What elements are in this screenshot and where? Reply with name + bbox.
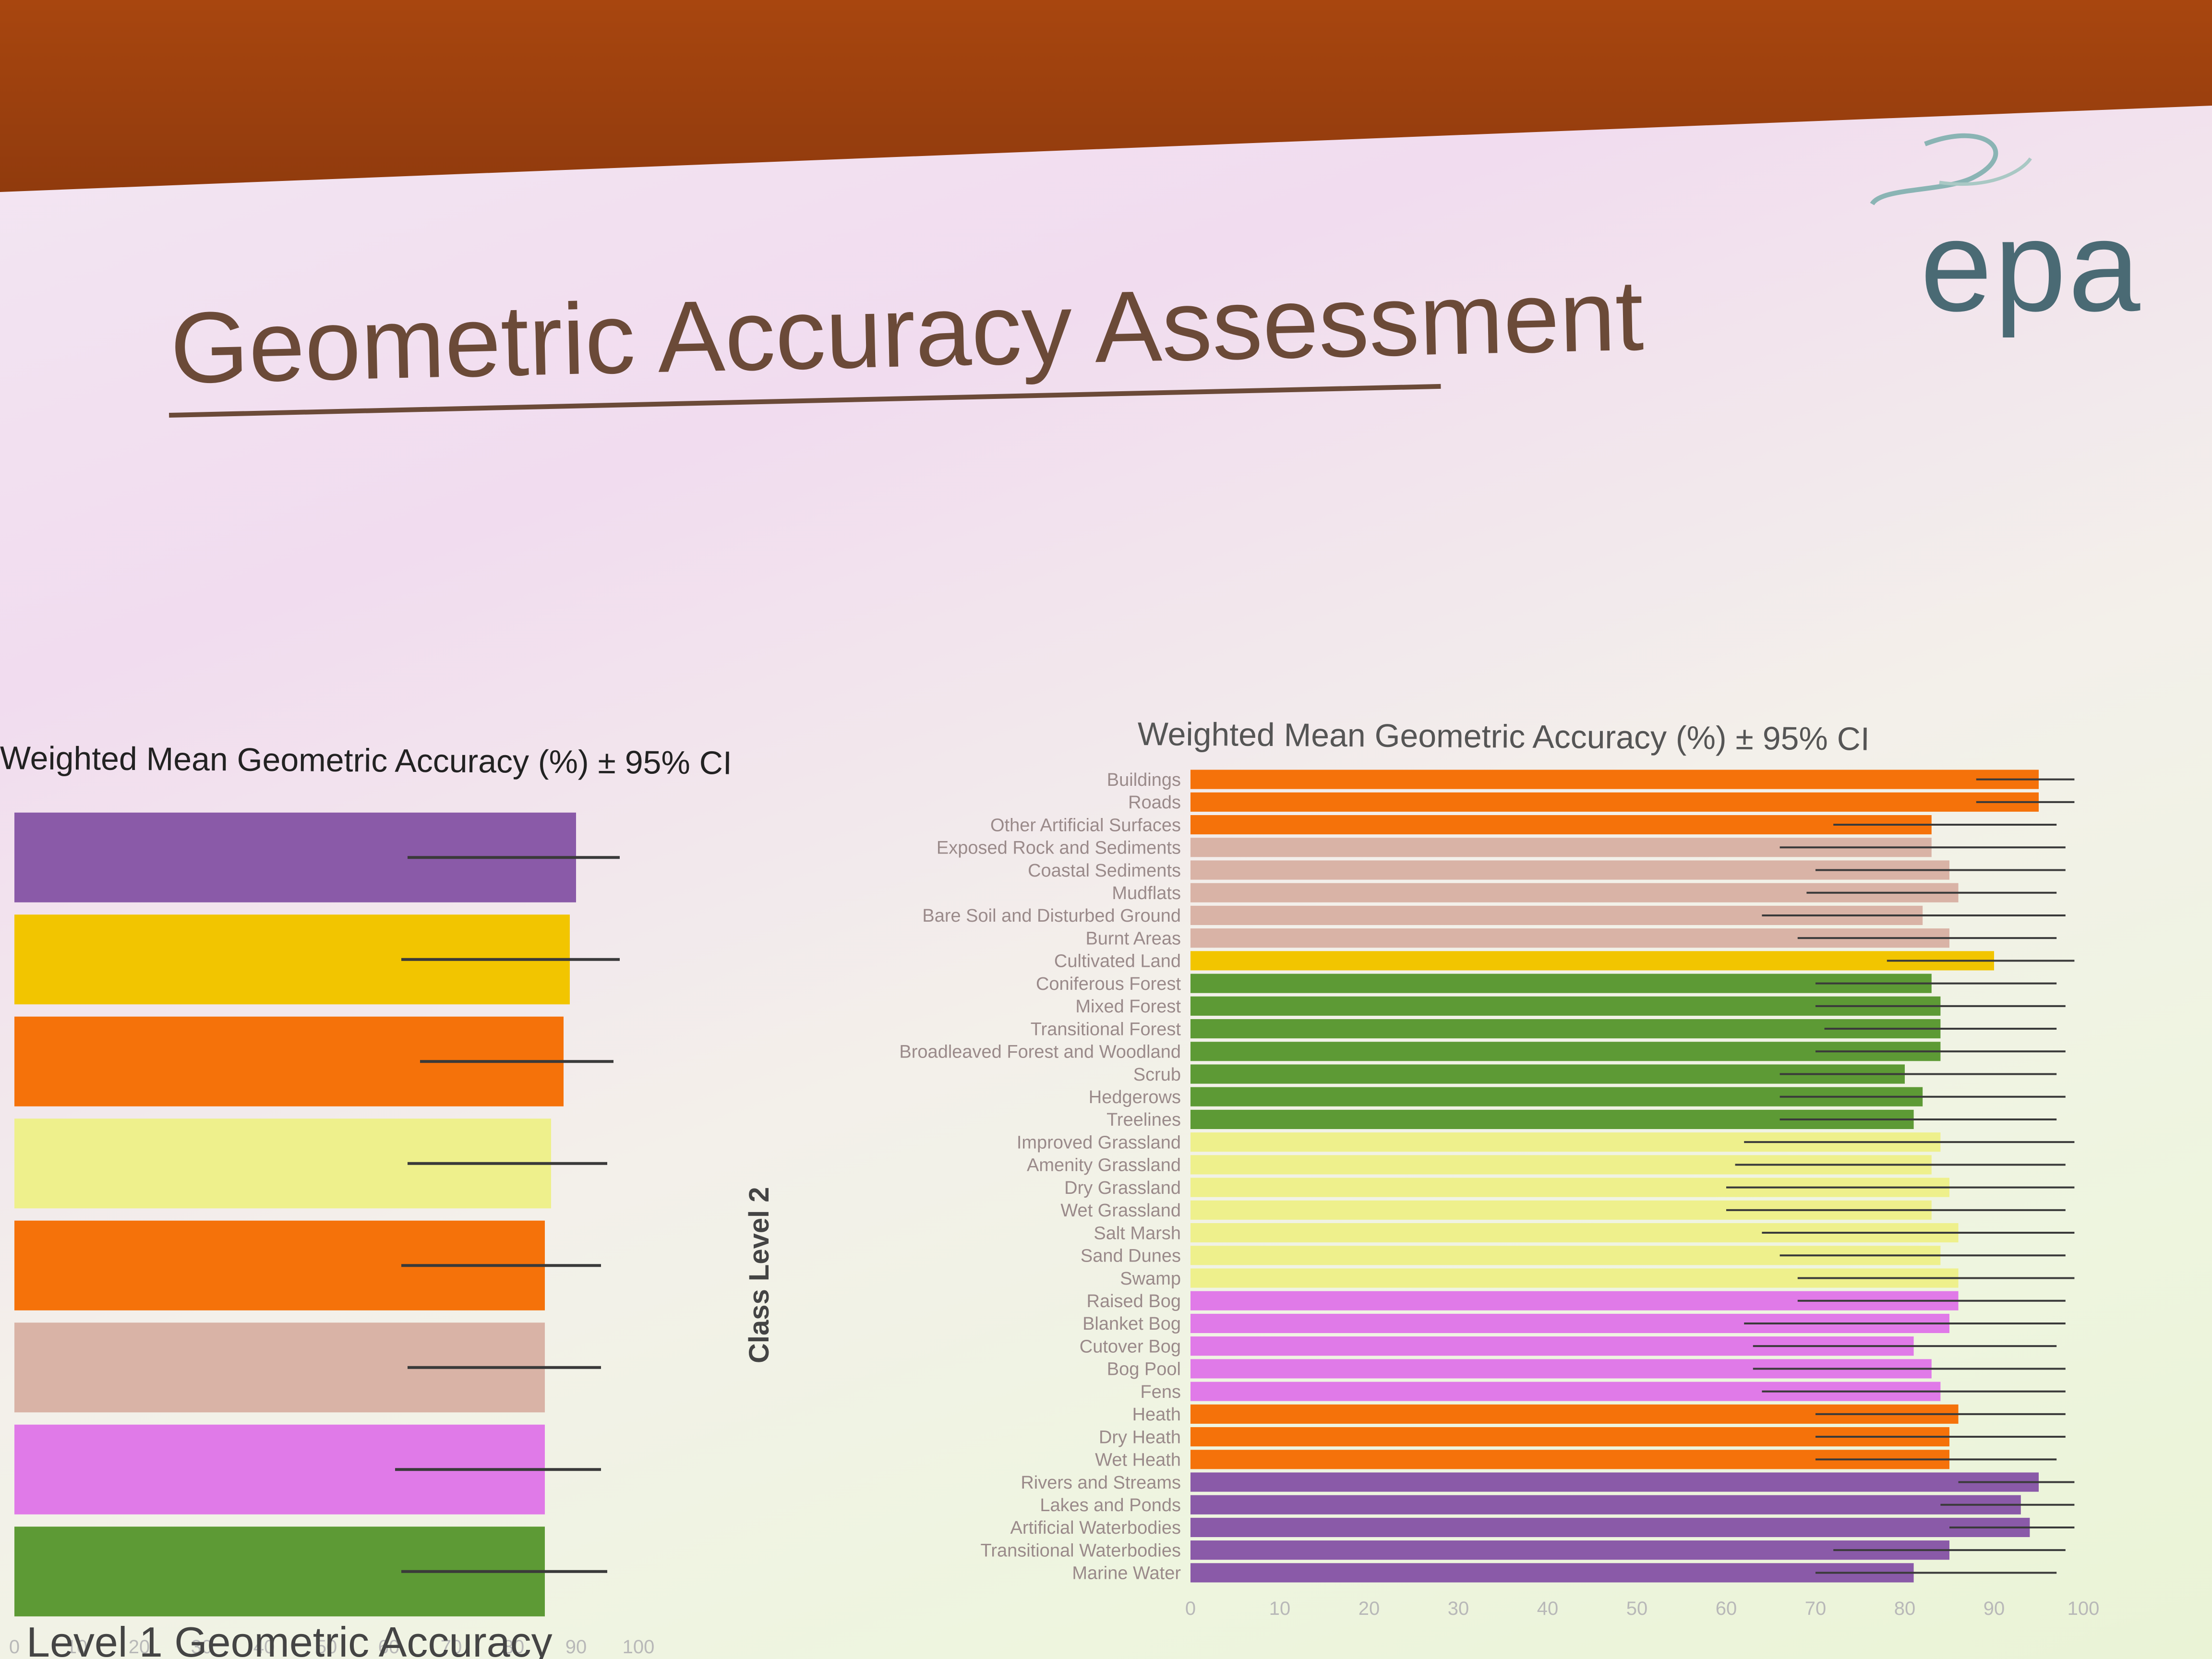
chart2-category-label: Other Artificial Surfaces bbox=[990, 815, 1181, 835]
chart2-category-label: Dry Heath bbox=[1099, 1427, 1181, 1447]
epa-logo: epa bbox=[1863, 125, 2199, 374]
chart2-bar bbox=[1190, 815, 1932, 835]
chart1-title: Weighted Mean Geometric Accuracy (%) ± 9… bbox=[0, 740, 733, 781]
chart2-bar bbox=[1190, 792, 2039, 812]
chart2-x-tick-label: 30 bbox=[1448, 1598, 1469, 1619]
chart2-category-label: Wet Heath bbox=[1095, 1450, 1181, 1470]
chart2-bar bbox=[1190, 974, 1932, 993]
chart2-bar bbox=[1190, 769, 2039, 789]
logo-text: epa bbox=[1920, 194, 2142, 338]
chart2-category-label: Salt Marsh bbox=[1094, 1223, 1181, 1243]
chart2-x-tick-label: 80 bbox=[1894, 1598, 1916, 1619]
chart1-x-tick-label: 90 bbox=[565, 1636, 587, 1658]
chart2-category-label: Dry Grassland bbox=[1064, 1178, 1181, 1198]
chart1-x-tick-label: 10 bbox=[66, 1636, 88, 1658]
chart2-category-label: Bare Soil and Disturbed Ground bbox=[922, 906, 1181, 926]
chart2-category-label: Transitional Forest bbox=[1031, 1019, 1181, 1039]
chart2-category-label: Swamp bbox=[1120, 1269, 1181, 1289]
chart1-x-tick-label: 0 bbox=[9, 1636, 20, 1658]
chart2-bar bbox=[1190, 1563, 1914, 1583]
chart2-category-label: Roads bbox=[1128, 793, 1181, 813]
chart2-category-label: Treelines bbox=[1106, 1110, 1181, 1130]
chart2-category-label: Artificial Waterbodies bbox=[1010, 1518, 1181, 1538]
chart2-y-axis-label: Class Level 2 bbox=[744, 1187, 775, 1363]
chart2-x-tick-label: 40 bbox=[1537, 1598, 1559, 1619]
chart1-x-tick-label: 40 bbox=[253, 1636, 275, 1658]
chart2-category-label: Bog Pool bbox=[1107, 1359, 1181, 1380]
level1-accuracy-chart: 0 10 20 30 40 50 60 70 80 90 100 bbox=[9, 812, 654, 1658]
chart2-x-tick-label: 50 bbox=[1626, 1598, 1648, 1619]
chart1-x-tick-label: 50 bbox=[316, 1636, 337, 1658]
chart2-category-label: Fens bbox=[1141, 1382, 1181, 1402]
chart2-category-label: Transitional Waterbodies bbox=[981, 1540, 1181, 1561]
chart2-x-tick-label: 60 bbox=[1716, 1598, 1737, 1619]
level1-caption: Level 1 Geometric Accuracy bbox=[26, 1618, 553, 1659]
chart2-bar bbox=[1190, 1495, 2021, 1515]
chart2-category-label: Sand Dunes bbox=[1081, 1246, 1181, 1266]
chart2-x-tick-label: 20 bbox=[1358, 1598, 1380, 1619]
chart2-category-label: Mudflats bbox=[1112, 883, 1181, 903]
chart2-category-label: Cutover Bog bbox=[1080, 1336, 1181, 1357]
chart1-x-tick-label: 80 bbox=[503, 1636, 525, 1658]
chart2-category-label: Coniferous Forest bbox=[1036, 974, 1181, 994]
chart2-category-label: Improved Grassland bbox=[1017, 1132, 1181, 1153]
chart1-x-tick-label: 30 bbox=[191, 1636, 213, 1658]
chart2-category-label: Scrub bbox=[1133, 1065, 1181, 1085]
chart2-category-label: Rivers and Streams bbox=[1021, 1473, 1181, 1493]
chart2-category-label: Mixed Forest bbox=[1075, 997, 1181, 1017]
chart1-x-tick-label: 70 bbox=[441, 1636, 462, 1658]
chart2-bar bbox=[1190, 1517, 2030, 1538]
chart1-plot: 0 10 20 30 40 50 60 70 80 90 100 bbox=[9, 812, 655, 1658]
chart2-bar bbox=[1190, 951, 1994, 971]
chart2-category-label: Amenity Grassland bbox=[1027, 1155, 1181, 1176]
chart2-x-tick-label: 0 bbox=[1185, 1598, 1196, 1619]
chart2-category-label: Raised Bog bbox=[1087, 1291, 1181, 1311]
chart2-category-label: Burnt Areas bbox=[1085, 928, 1181, 949]
chart2-category-label: Blanket Bog bbox=[1082, 1314, 1181, 1334]
chart1-x-tick-label: 100 bbox=[623, 1636, 655, 1658]
logo-swirl-icon bbox=[1870, 133, 2032, 206]
chart2-category-label: Heath bbox=[1132, 1405, 1181, 1425]
chart2-x-tick-label: 100 bbox=[2068, 1598, 2100, 1619]
chart2-category-label: Exposed Rock and Sediments bbox=[937, 838, 1181, 858]
chart2-category-label: Broadleaved Forest and Woodland bbox=[899, 1042, 1181, 1062]
chart2-category-label: Coastal Sediments bbox=[1028, 861, 1181, 881]
chart1-x-tick-label: 60 bbox=[378, 1636, 400, 1658]
chart2-category-label: Buildings bbox=[1107, 770, 1181, 790]
chart2-bar bbox=[1190, 1540, 1949, 1560]
projection-screen: epa Geometric Accuracy Assessment Weight… bbox=[0, 106, 2212, 1659]
chart1-x-tick-label: 20 bbox=[129, 1636, 150, 1658]
chart2-x-tick-label: 70 bbox=[1805, 1598, 1827, 1619]
chart2-bar bbox=[1190, 1019, 1941, 1039]
chart2-bar bbox=[1190, 1472, 2039, 1492]
chart2-category-label: Wet Grassland bbox=[1060, 1201, 1181, 1221]
chart2-category-label: Hedgerows bbox=[1089, 1087, 1181, 1107]
chart2-category-label: Lakes and Ponds bbox=[1040, 1495, 1181, 1515]
chart2-category-label: Marine Water bbox=[1072, 1563, 1181, 1584]
chart2-x-tick-label: 10 bbox=[1269, 1598, 1291, 1619]
chart2-title: Weighted Mean Geometric Accuracy (%) ± 9… bbox=[1137, 716, 1870, 757]
chart2-x-tick-label: 90 bbox=[1984, 1598, 2005, 1619]
chart2-category-label: Cultivated Land bbox=[1054, 951, 1181, 972]
